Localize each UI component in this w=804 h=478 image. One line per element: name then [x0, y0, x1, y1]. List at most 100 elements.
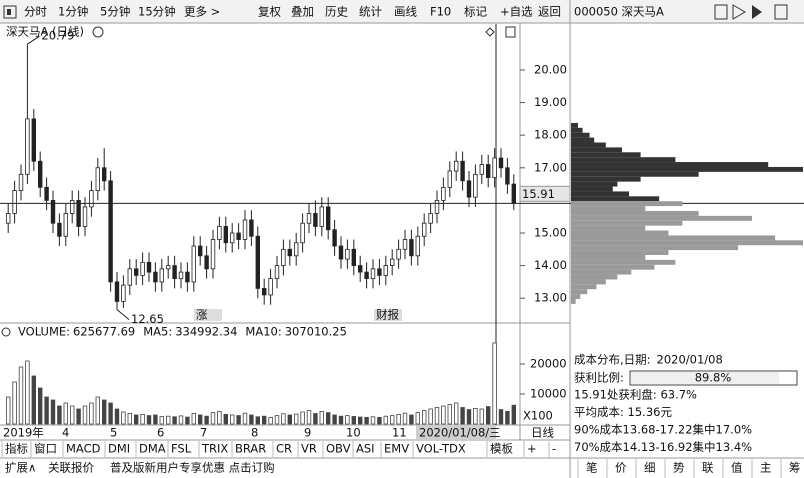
- indicator-tab[interactable]: ASI: [356, 442, 375, 456]
- right-tab[interactable]: 势: [673, 461, 685, 475]
- volume-bar: [38, 387, 43, 425]
- candle-body: [498, 157, 504, 169]
- candle-body: [153, 271, 158, 283]
- volume-bar: [159, 416, 164, 425]
- right-tab[interactable]: 值: [731, 461, 743, 475]
- x-label: 4: [62, 426, 69, 440]
- icon-play[interactable]: [732, 4, 746, 20]
- icon-flag[interactable]: [752, 5, 762, 19]
- event-marker[interactable]: 财报: [376, 308, 399, 322]
- right-tab[interactable]: 联: [702, 461, 714, 475]
- indicator-tab[interactable]: OBV: [326, 442, 351, 456]
- chart-title: 深天马A (日线): [6, 25, 84, 39]
- profit-ratio-bar: [631, 372, 780, 384]
- tool-button[interactable]: 返回: [538, 5, 561, 19]
- icon-doc[interactable]: [714, 4, 728, 20]
- cost-bar: [571, 264, 655, 270]
- volume-bar: [319, 410, 324, 425]
- volume-bar: [293, 413, 299, 425]
- title-dropdown[interactable]: [92, 26, 104, 38]
- tool-button[interactable]: 历史: [325, 5, 348, 19]
- tool-button[interactable]: 画线: [394, 5, 417, 19]
- expand-button[interactable]: 扩展∧: [5, 461, 36, 475]
- volume-bar: [242, 412, 248, 425]
- volume-icon[interactable]: [1, 327, 11, 337]
- tool-button[interactable]: 叠加: [291, 5, 314, 19]
- volume-bar: [306, 410, 312, 425]
- volume-bar: [185, 416, 190, 425]
- event-marker-box[interactable]: [194, 309, 222, 321]
- icon-window[interactable]: [774, 4, 788, 20]
- indicator-tab[interactable]: -: [552, 442, 556, 456]
- volume-bar: [191, 413, 196, 425]
- tool-button[interactable]: 复权: [258, 5, 281, 19]
- volume-bar: [127, 413, 132, 425]
- indicator-tab[interactable]: MACD: [66, 442, 101, 456]
- period-tab[interactable]: 更多 >: [184, 5, 220, 19]
- tool-button[interactable]: +自选: [500, 5, 533, 19]
- indicator-tab[interactable]: DMA: [139, 442, 166, 456]
- event-marker[interactable]: 涨: [196, 308, 208, 322]
- candle-body: [178, 271, 184, 280]
- indicator-tab[interactable]: CR: [276, 442, 292, 456]
- candle-body: [38, 160, 43, 188]
- indicator-tab[interactable]: EMV: [384, 442, 409, 456]
- pane-diamond[interactable]: [485, 27, 495, 37]
- event-marker-box[interactable]: [374, 309, 402, 321]
- cost-line: 90%成本13.68-17.22集中17.0%: [574, 423, 752, 437]
- volume-bar: [300, 411, 305, 425]
- cost-line: 70%成本14.13-16.92集中13.4%: [574, 440, 752, 454]
- cost-bar: [571, 157, 676, 163]
- candle-body: [25, 118, 30, 175]
- period-tab[interactable]: 1分钟: [58, 5, 88, 19]
- stock-name: 000050 深天马A: [574, 5, 664, 19]
- bottom-link[interactable]: 普及版新用户专享优惠 点击订购: [110, 461, 275, 475]
- pane-icon[interactable]: [505, 26, 516, 38]
- right-tab[interactable]: 筹: [789, 461, 801, 475]
- right-tab[interactable]: 价: [615, 461, 627, 475]
- candle-body: [6, 213, 11, 224]
- period-tab[interactable]: 15分钟: [138, 5, 176, 19]
- cost-bar: [571, 279, 606, 285]
- indicator-tab[interactable]: 模板: [490, 442, 513, 456]
- volume-bar: [332, 414, 337, 425]
- cost-bar: [571, 294, 581, 300]
- volume-bar: [63, 402, 68, 425]
- indicator-tab[interactable]: BRAR: [235, 442, 266, 456]
- cost-bar: [571, 122, 578, 128]
- candle-body: [185, 271, 190, 283]
- tool-button[interactable]: 标记: [464, 5, 487, 19]
- tool-button[interactable]: 统计: [359, 5, 382, 19]
- cost-bar: [571, 284, 597, 290]
- right-tab[interactable]: 主: [760, 461, 772, 475]
- candle-body: [357, 265, 363, 273]
- menu-icon[interactable]: [3, 5, 17, 19]
- cost-bar: [571, 176, 641, 182]
- indicator-tab[interactable]: 窗口: [34, 442, 57, 456]
- indicator-tab[interactable]: DMI: [108, 442, 130, 456]
- y-tick-label: 20.00: [534, 62, 567, 76]
- x-label: 5: [110, 426, 117, 440]
- candle-body: [159, 268, 164, 283]
- indicator-tab[interactable]: TRIX: [201, 442, 228, 456]
- candle-body: [325, 206, 331, 231]
- indicator-tab[interactable]: VR: [301, 442, 317, 456]
- right-tab[interactable]: 笔: [586, 461, 598, 475]
- right-tab[interactable]: 细: [644, 461, 656, 475]
- tool-button[interactable]: F10: [430, 5, 451, 19]
- indicator-tab[interactable]: VOL-TDX: [416, 442, 466, 456]
- volume-bar: [140, 413, 145, 425]
- cost-bar: [571, 210, 699, 216]
- volume-bar: [281, 413, 286, 425]
- volume-bar: [114, 408, 120, 425]
- period-tab[interactable]: 分时: [24, 5, 47, 19]
- volume-bar: [415, 412, 420, 425]
- volume-bar: [210, 412, 216, 425]
- indicator-tab[interactable]: 指标: [5, 442, 28, 456]
- candle-body: [351, 248, 356, 266]
- period-label[interactable]: 日线: [531, 426, 554, 440]
- indicator-tab[interactable]: FSL: [171, 442, 192, 456]
- indicator-tab[interactable]: +: [527, 442, 537, 456]
- period-tab[interactable]: 5分钟: [100, 5, 130, 19]
- bottom-link[interactable]: 关联报价: [48, 461, 94, 475]
